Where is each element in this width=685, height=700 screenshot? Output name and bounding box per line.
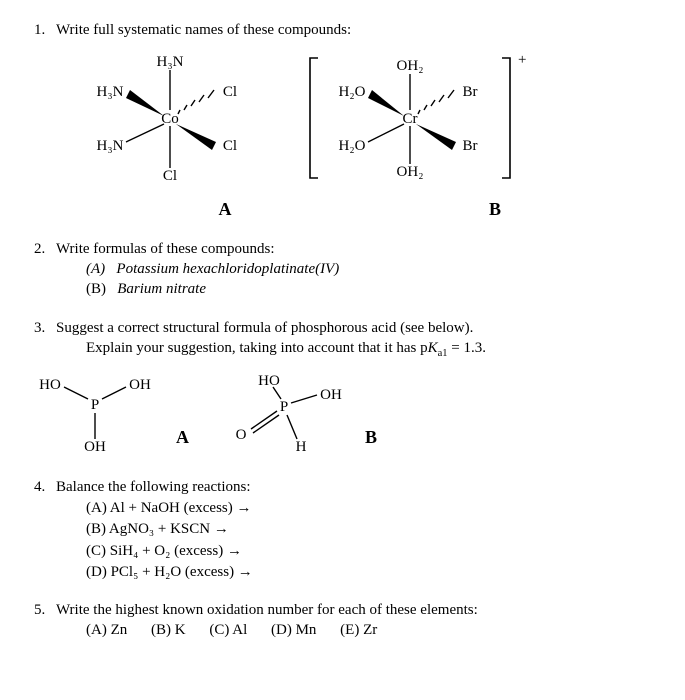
- svg-text:HO: HO: [39, 377, 61, 393]
- q5-e: (E) Zr: [340, 622, 377, 638]
- svg-text:OH: OH: [129, 377, 151, 393]
- q2-a-label: (A): [86, 261, 105, 277]
- q2-b: (B) Barium nitrate: [86, 279, 655, 299]
- struct-a-svg: P HO OH OH: [30, 369, 170, 459]
- svg-text:OH₂: OH₂: [397, 164, 424, 180]
- q5-d: (D) Mn: [271, 622, 316, 638]
- complex-a-svg: Co H₃N H₃N H₃N Cl Cl Cl: [80, 48, 260, 188]
- q4-prompt: 4.Balance the following reactions:: [60, 477, 655, 497]
- question-3: 3.Suggest a correct structural formula o…: [60, 318, 655, 459]
- struct-a-label: A: [176, 425, 189, 449]
- q2-number: 2.: [34, 239, 56, 259]
- q2-b-label: (B): [86, 281, 106, 297]
- q4-d: (D) PCl₅ + H₂O (excess) →: [86, 562, 655, 582]
- q3-text2-sub: a1: [438, 348, 448, 359]
- question-4: 4.Balance the following reactions: (A) A…: [60, 477, 655, 582]
- svg-text:H: H: [296, 439, 307, 455]
- q4-c: (C) SiH₄ + O₂ (excess) →: [86, 541, 655, 561]
- question-5: 5.Write the highest known oxidation numb…: [60, 600, 655, 641]
- svg-text:O: O: [236, 427, 247, 443]
- struct-b-label: B: [365, 425, 377, 449]
- question-1: 1.Write full systematic names of these c…: [60, 20, 655, 221]
- complex-b-block: + Cr OH₂ H₂O H₂O Br Br OH₂: [300, 48, 530, 221]
- complex-a-block: Co H₃N H₃N H₃N Cl Cl Cl: [80, 48, 260, 221]
- svg-text:OH₂: OH₂: [397, 58, 424, 74]
- q5-options: (A) Zn (B) K (C) Al (D) Mn (E) Zr: [86, 620, 655, 640]
- q3-prompt: 3.Suggest a correct structural formula o…: [60, 318, 655, 338]
- q5-number: 5.: [34, 600, 56, 620]
- svg-text:Cl: Cl: [163, 168, 177, 184]
- struct-a-block: P HO OH OH A: [30, 369, 189, 459]
- q5-b: (B) K: [151, 622, 186, 638]
- svg-text:P: P: [91, 397, 99, 413]
- q2-text: Write formulas of these compounds:: [56, 241, 275, 257]
- svg-text:+: +: [518, 52, 526, 68]
- struct-b-svg: P HO OH H O: [209, 369, 359, 459]
- q1-number: 1.: [34, 20, 56, 40]
- q3-text2-pre: Explain your suggestion, taking into acc…: [86, 340, 428, 356]
- q2-a: (A) Potassium hexachloridoplatinate(IV): [86, 259, 655, 279]
- q3-text1: Suggest a correct structural formula of …: [56, 320, 473, 336]
- complex-a-label: A: [190, 197, 260, 221]
- q1-text: Write full systematic names of these com…: [56, 22, 351, 38]
- q1-prompt: 1.Write full systematic names of these c…: [60, 20, 655, 40]
- q3-text2-k: K: [428, 340, 438, 356]
- q5-prompt: 5.Write the highest known oxidation numb…: [60, 600, 655, 620]
- q3-text2-post: = 1.3.: [448, 340, 486, 356]
- q4-a: (A) Al + NaOH (excess) →: [86, 498, 655, 518]
- svg-text:P: P: [280, 399, 288, 415]
- q2-b-text: Barium nitrate: [117, 281, 206, 297]
- complex-b-label: B: [460, 197, 530, 221]
- struct-b-block: P HO OH H O B: [209, 369, 377, 459]
- svg-text:HO: HO: [258, 373, 280, 389]
- svg-text:H₃N: H₃N: [97, 138, 124, 154]
- q5-a: (A) Zn: [86, 622, 127, 638]
- q3-number: 3.: [34, 318, 56, 338]
- svg-text:Br: Br: [462, 84, 477, 100]
- svg-text:Cl: Cl: [223, 84, 237, 100]
- svg-text:OH: OH: [84, 439, 106, 455]
- q4-number: 4.: [34, 477, 56, 497]
- svg-text:H₂O: H₂O: [339, 84, 366, 100]
- svg-text:Br: Br: [462, 138, 477, 154]
- q5-c: (C) Al: [209, 622, 247, 638]
- question-2: 2.Write formulas of these compounds: (A)…: [60, 239, 655, 300]
- q5-text: Write the highest known oxidation number…: [56, 602, 478, 618]
- q2-a-text: Potassium hexachloridoplatinate(IV): [116, 261, 339, 277]
- svg-text:Cr: Cr: [402, 111, 417, 127]
- svg-text:H₃N: H₃N: [157, 54, 184, 70]
- complex-b-svg: + Cr OH₂ H₂O H₂O Br Br OH₂: [300, 48, 530, 188]
- q4-b: (B) AgNO₃ + KSCN →: [86, 519, 655, 539]
- q3-text2: Explain your suggestion, taking into acc…: [86, 338, 655, 361]
- q4-text: Balance the following reactions:: [56, 479, 251, 495]
- svg-text:H₂O: H₂O: [339, 138, 366, 154]
- svg-text:H₃N: H₃N: [97, 84, 124, 100]
- svg-text:Cl: Cl: [223, 138, 237, 154]
- svg-text:OH: OH: [320, 387, 342, 403]
- q2-prompt: 2.Write formulas of these compounds:: [60, 239, 655, 259]
